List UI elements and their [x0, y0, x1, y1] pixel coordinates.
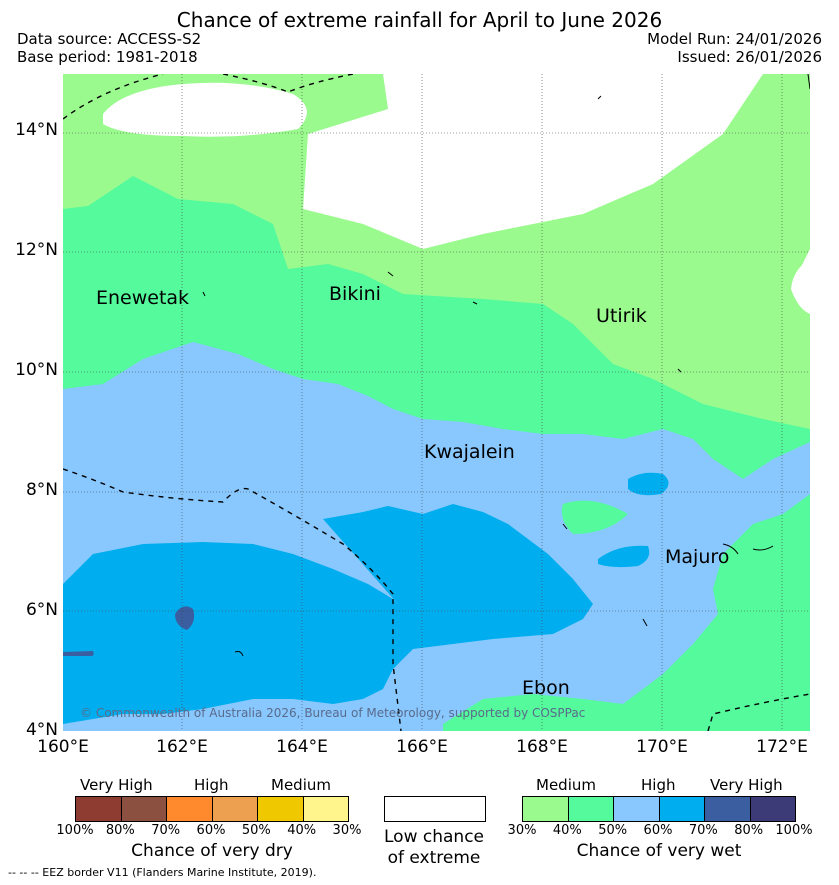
colorbar-swatch [750, 797, 795, 821]
low-chance-patch [529, 184, 549, 206]
colorbar-tick-label: 80% [734, 823, 764, 838]
colorbar-swatch [303, 797, 348, 821]
colorbar-tick-label: 50% [598, 823, 628, 838]
low-chance-patch [103, 82, 307, 137]
lat-label: 14°N [15, 120, 58, 140]
atoll-outlines [202, 74, 810, 657]
dry-legend-title: Chance of very dry [131, 841, 293, 861]
island-label-ebon: Ebon [522, 677, 570, 699]
low-chance-label-line1: Low chance [384, 827, 484, 847]
colorbar-tick-label: 60% [196, 823, 226, 838]
data-source: Data source: ACCESS-S2 [17, 30, 202, 48]
copyright-notice: © Commonwealth of Australia 2026, Bureau… [80, 706, 586, 720]
lon-label: 170°E [636, 737, 688, 757]
wet-colorbar [522, 796, 796, 822]
issued-date: Issued: 26/01/2026 [677, 48, 822, 66]
rainfall-map [63, 74, 810, 731]
dry-category-very-high: Very High [80, 776, 153, 794]
dry-category-medium: Medium [271, 776, 331, 794]
map-title: Chance of extreme rainfall for April to … [176, 8, 663, 32]
dry-colorbar [75, 796, 349, 822]
base-period: Base period: 1981-2018 [17, 48, 198, 66]
colorbar-tick-label: 60% [643, 823, 673, 838]
very-high-wet-spot [175, 606, 195, 630]
lat-label: 6°N [25, 600, 58, 620]
colorbar-swatch [258, 797, 304, 821]
island-label-enewetak: Enewetak [96, 287, 190, 309]
colorbar-swatch [167, 797, 213, 821]
medium-high-wet-patch [561, 500, 628, 534]
medium-high-wet-patch [763, 533, 810, 578]
low-chance-patch [791, 259, 810, 314]
wet-category-very-high: Very High [710, 776, 783, 794]
colorbar-tick-label: 40% [552, 823, 582, 838]
lat-label: 8°N [25, 480, 58, 500]
colorbar-swatch [659, 797, 705, 821]
wet-category-medium: Medium [536, 776, 596, 794]
lon-label: 168°E [516, 737, 568, 757]
lat-label: 10°N [15, 360, 58, 380]
eez-footnote: -- -- -- EEZ border V11 (Flanders Marine… [8, 866, 317, 879]
colorbar-swatch [121, 797, 167, 821]
very-high-wet-patch [628, 472, 669, 496]
wet-legend-title: Chance of very wet [576, 841, 742, 861]
lon-label: 162°E [156, 737, 208, 757]
colorbar-swatch [568, 797, 614, 821]
eez-border [63, 74, 810, 731]
colorbar-swatch [523, 797, 569, 821]
island-label-utirik: Utirik [596, 305, 647, 327]
very-high-wet-spot [63, 651, 94, 656]
low-chance-swatch [384, 796, 486, 822]
colorbar-tick-label: 30% [507, 823, 537, 838]
lon-label: 166°E [396, 737, 448, 757]
very-high-wet-patch [598, 545, 650, 568]
colorbar-swatch [614, 797, 660, 821]
dry-category-high: High [194, 776, 229, 794]
low-chance-label-line2: of extreme [387, 848, 481, 868]
colorbar-tick-label: 100% [56, 823, 94, 838]
colorbar-tick-label: 70% [688, 823, 718, 838]
colorbar-swatch [705, 797, 751, 821]
lon-label: 164°E [276, 737, 328, 757]
colorbar-tick-label: 70% [151, 823, 181, 838]
colorbar-tick-label: 80% [105, 823, 135, 838]
wet-category-high: High [641, 776, 676, 794]
lon-label: 160°E [37, 737, 89, 757]
model-run: Model Run: 24/01/2026 [647, 30, 822, 48]
colorbar-tick-label: 30% [332, 823, 362, 838]
island-label-bikini: Bikini [329, 283, 381, 305]
colorbar-swatch [212, 797, 258, 821]
colorbar-tick-label: 100% [775, 823, 813, 838]
very-high-wet-region [63, 504, 593, 724]
colorbar-swatch [76, 797, 122, 821]
colorbar-tick-label: 40% [287, 823, 317, 838]
island-label-majuro: Majuro [665, 546, 730, 568]
lon-label: 172°E [756, 737, 808, 757]
lat-label: 4°N [25, 720, 58, 740]
island-label-kwajalein: Kwajalein [424, 441, 515, 463]
low-chance-patch [388, 182, 503, 233]
lat-label: 12°N [15, 240, 58, 260]
colorbar-tick-label: 50% [241, 823, 271, 838]
